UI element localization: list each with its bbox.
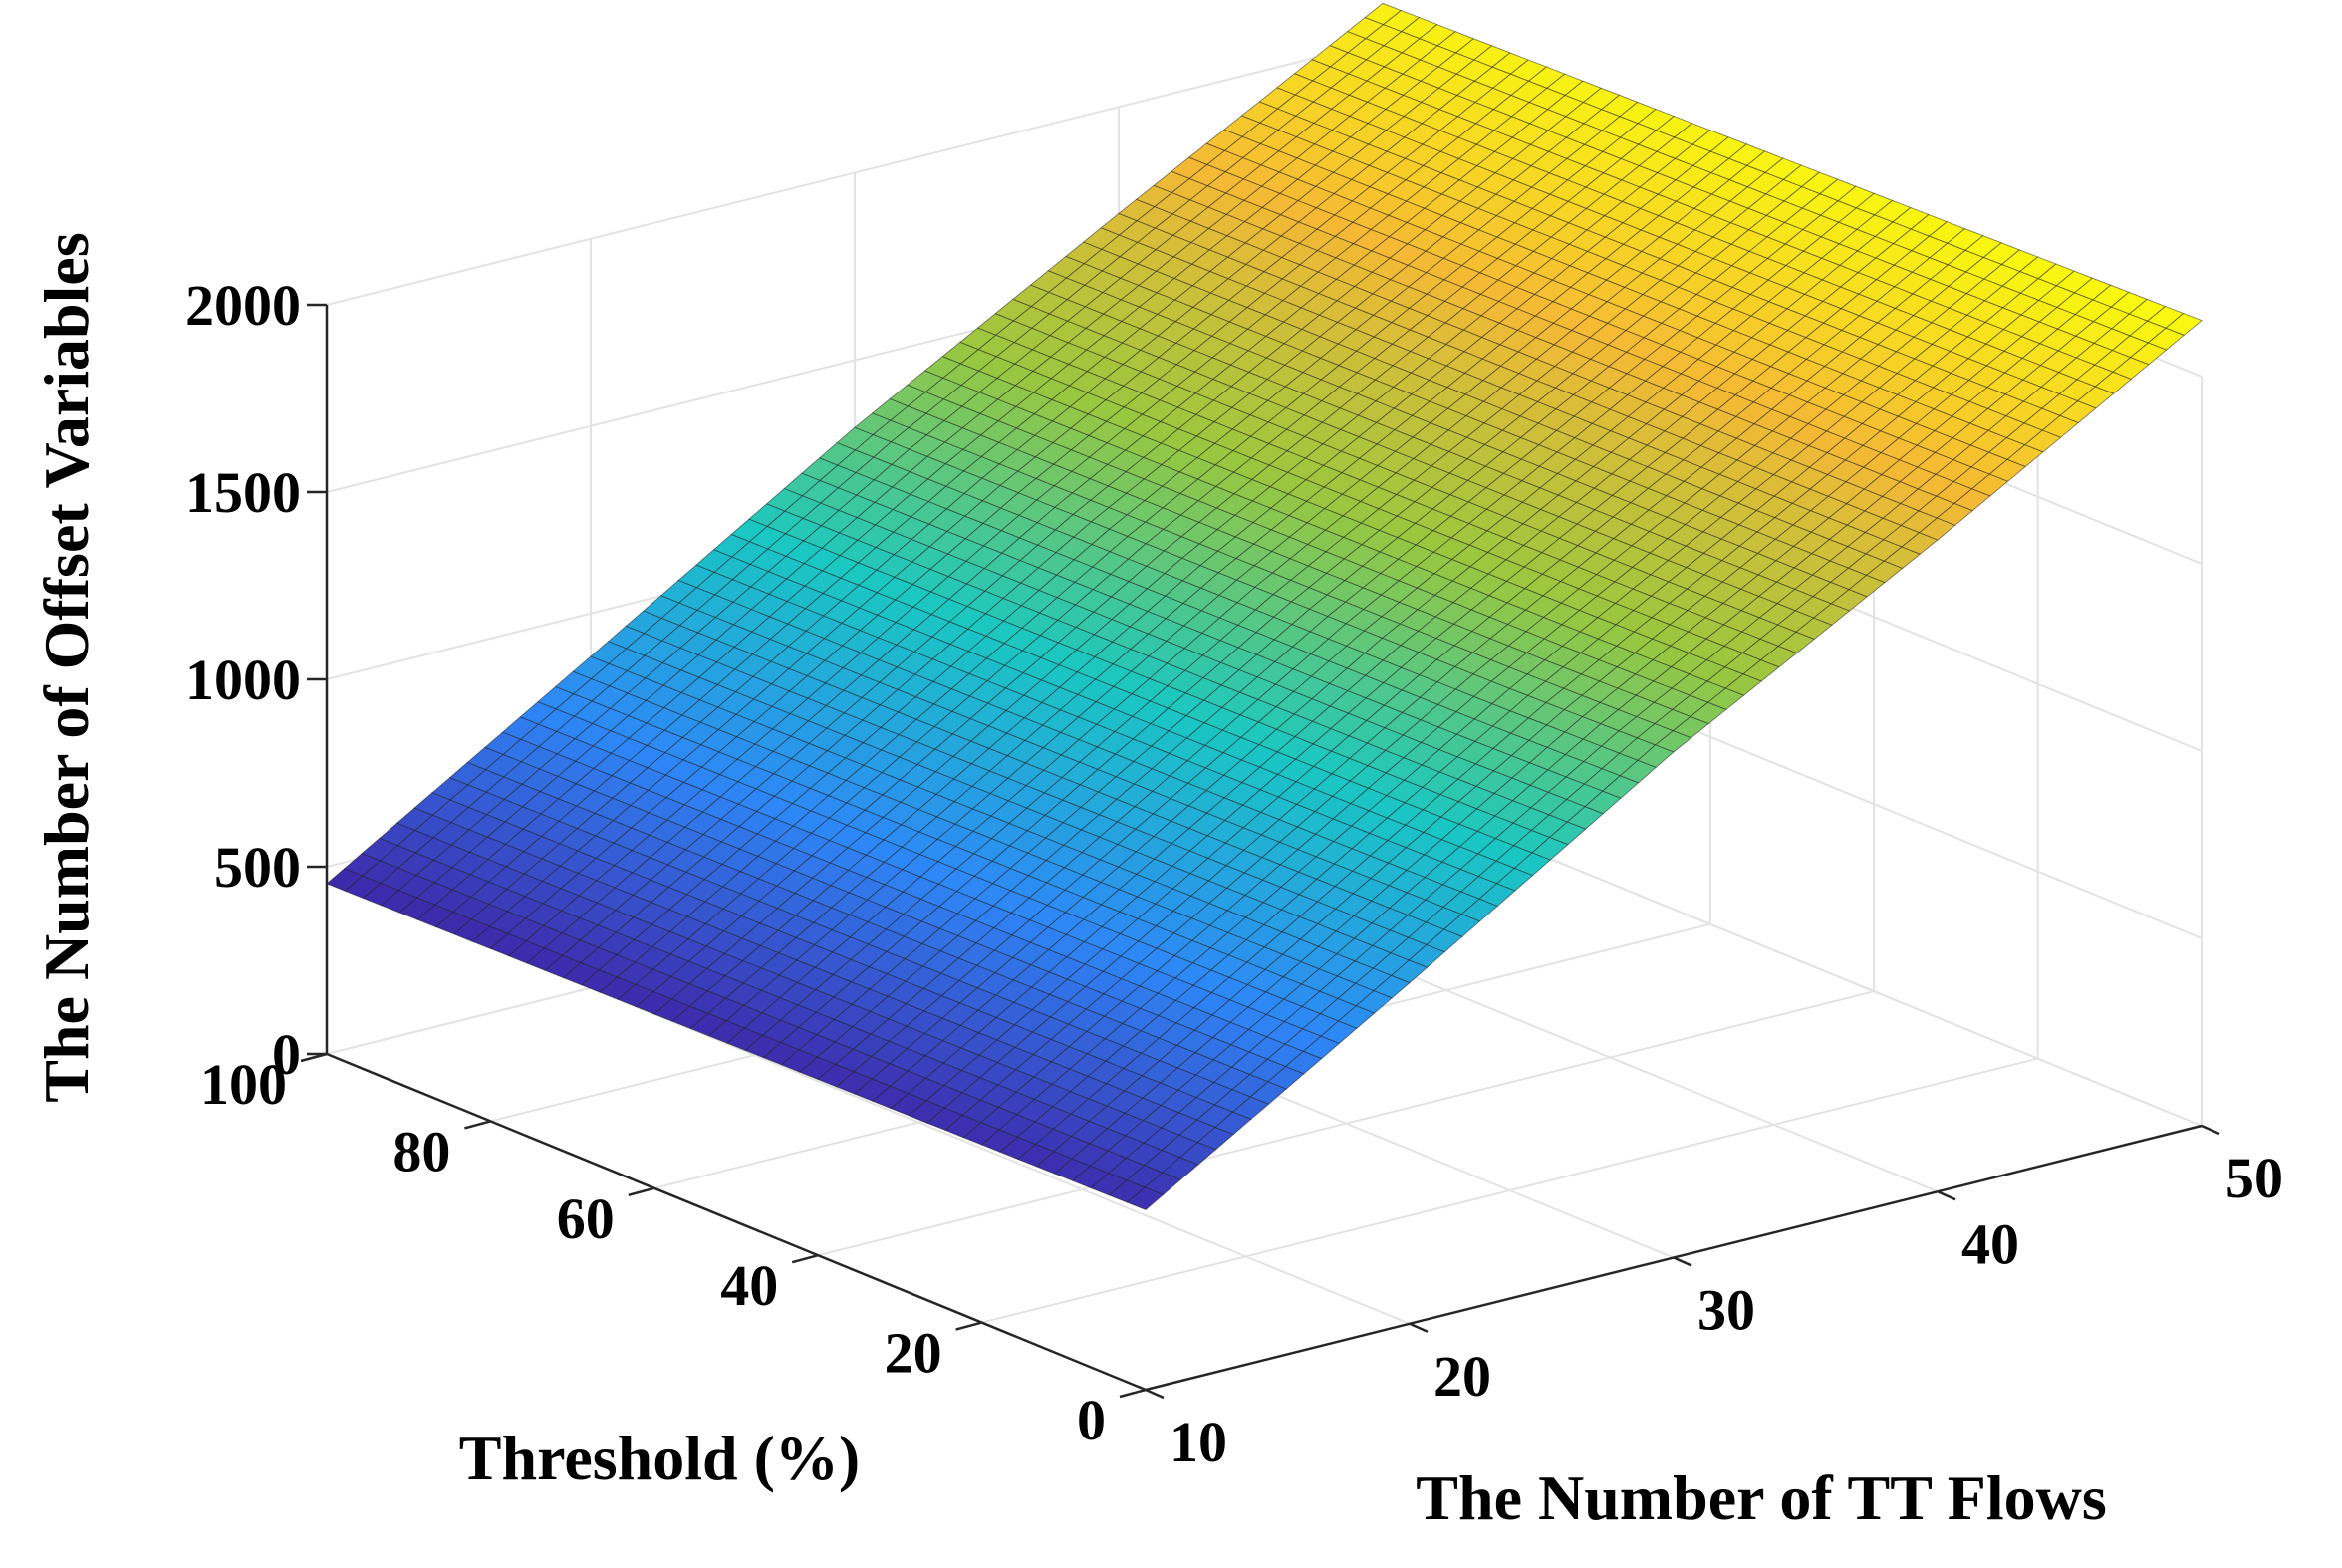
tick-layer: 0 500 1000 1500 2000 0 20 40 60 80 100 10 20 30 40 50 <box>185 273 2283 1474</box>
y-axis-title: Threshold (%) <box>459 1423 860 1493</box>
surface-cell <box>2165 312 2203 336</box>
y-tick-mark <box>791 1253 819 1264</box>
floor-grid-line <box>981 1057 2038 1324</box>
x-tick-label: 50 <box>2225 1146 2283 1210</box>
x-tick-mark <box>1145 1388 1165 1400</box>
z-tick-label: 500 <box>214 835 301 900</box>
z-axis-title: The Number of Offset Variables <box>31 232 102 1102</box>
y-tick-label: 60 <box>557 1186 615 1251</box>
y-axis-line <box>326 1052 1147 1392</box>
z-tick-label: 1000 <box>185 648 301 712</box>
y-tick-label: 20 <box>885 1321 942 1386</box>
back-wall-grid-line <box>326 40 1384 306</box>
x-axis-title: The Number of TT Flows <box>1416 1462 2106 1533</box>
y-tick-label: 80 <box>392 1119 450 1183</box>
y-tick-mark <box>628 1186 655 1197</box>
floor-grid-line <box>590 986 1411 1325</box>
floor-grid-line <box>817 990 1875 1257</box>
x-tick-mark <box>1673 1256 1692 1267</box>
y-tick-mark <box>300 1052 328 1063</box>
y-tick-label: 100 <box>200 1052 287 1117</box>
x-tick-label: 10 <box>1170 1410 1227 1474</box>
y-tick-label: 0 <box>1077 1388 1106 1452</box>
z-tick-label: 0 <box>272 1022 301 1087</box>
x-tick-mark <box>2201 1124 2220 1136</box>
surface-layer <box>326 2 2203 1211</box>
x-tick-label: 30 <box>1697 1278 1755 1343</box>
y-tick-mark <box>1119 1388 1147 1399</box>
y-tick-label: 40 <box>720 1253 778 1318</box>
z-tick-label: 2000 <box>185 273 301 338</box>
y-tick-mark <box>955 1321 982 1331</box>
z-tick-label: 1500 <box>185 460 301 525</box>
x-tick-mark <box>1937 1190 1956 1201</box>
x-tick-label: 40 <box>1961 1211 2019 1276</box>
x-tick-label: 20 <box>1433 1344 1491 1409</box>
x-tick-mark <box>1409 1322 1429 1333</box>
y-tick-mark <box>464 1120 491 1130</box>
